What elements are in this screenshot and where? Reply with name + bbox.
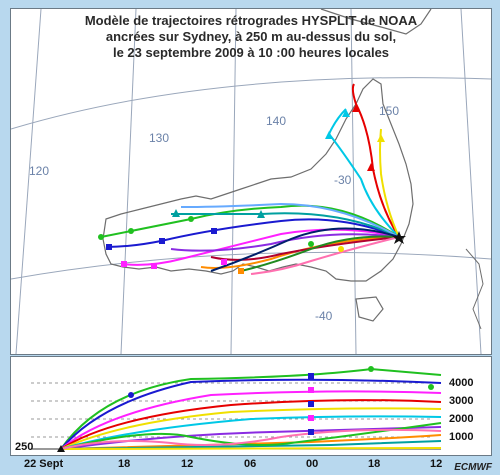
height-profile: 4000 3000 2000 1000 250 <box>10 356 492 456</box>
lon-label-130: 130 <box>149 131 170 145</box>
trajectory-purple <box>170 233 400 252</box>
star-icon <box>392 231 406 244</box>
credit-label: ECMWF <box>454 462 492 473</box>
new-guinea-coastline <box>320 9 432 35</box>
trajectory-red <box>351 83 400 238</box>
title-line-2: ancrées sur Sydney, à 250 m au-dessus du… <box>105 29 397 44</box>
start-height-label: 250 <box>15 441 34 453</box>
time-label-00: 00 <box>306 458 319 470</box>
trajectory-green <box>100 204 400 238</box>
trajectory-darkgreen <box>240 235 400 272</box>
graticule <box>11 9 491 354</box>
height-label-2000: 2000 <box>449 413 474 425</box>
profile-gridlines <box>31 382 431 438</box>
time-label-18a: 18 <box>118 458 131 470</box>
profile-lines <box>60 367 442 450</box>
nz-coastline <box>465 248 484 330</box>
trajectory-pink <box>250 236 400 275</box>
australia-coastline <box>102 78 414 282</box>
trajectory-darkred <box>210 236 400 261</box>
tasmania-coastline <box>355 296 384 322</box>
trajectory-blue <box>105 218 400 248</box>
time-label-06: 06 <box>244 458 257 470</box>
lon-label-150: 150 <box>379 104 400 118</box>
time-label-12a: 12 <box>181 458 194 470</box>
lat-label-30: -30 <box>334 173 352 187</box>
time-label-12b: 12 <box>430 458 443 470</box>
trajectory-lightblue <box>180 202 400 238</box>
height-label-1000: 1000 <box>449 431 474 443</box>
figure-title: Modèle de trajectoires rétrogrades HYSPL… <box>11 13 491 61</box>
lat-label-40: -40 <box>315 309 333 323</box>
trajectory-magenta <box>120 228 400 266</box>
height-label-4000: 4000 <box>449 377 474 389</box>
title-line-3: le 23 septembre 2009 à 10 :00 heures loc… <box>112 45 390 60</box>
trajectory-markers <box>98 104 385 274</box>
time-label-22-sept: 22 Sept <box>24 458 64 470</box>
profile-markers <box>57 366 434 452</box>
profile-canvas <box>31 366 442 452</box>
trajectory-cyan <box>327 108 400 238</box>
map-canvas <box>11 9 491 354</box>
title-line-1: Modèle de trajectoires rétrogrades HYSPL… <box>84 13 418 28</box>
trajectory-map: 120 130 140 150 -30 -40 Modèle de trajec… <box>10 8 492 355</box>
trajectory-lines <box>100 83 400 275</box>
trajectory-yellow <box>379 128 400 238</box>
trajectory-navy <box>210 227 400 272</box>
height-label-3000: 3000 <box>449 395 474 407</box>
lon-label-140: 140 <box>266 114 287 128</box>
lon-label-120: 120 <box>29 164 50 178</box>
time-label-18b: 18 <box>368 458 381 470</box>
